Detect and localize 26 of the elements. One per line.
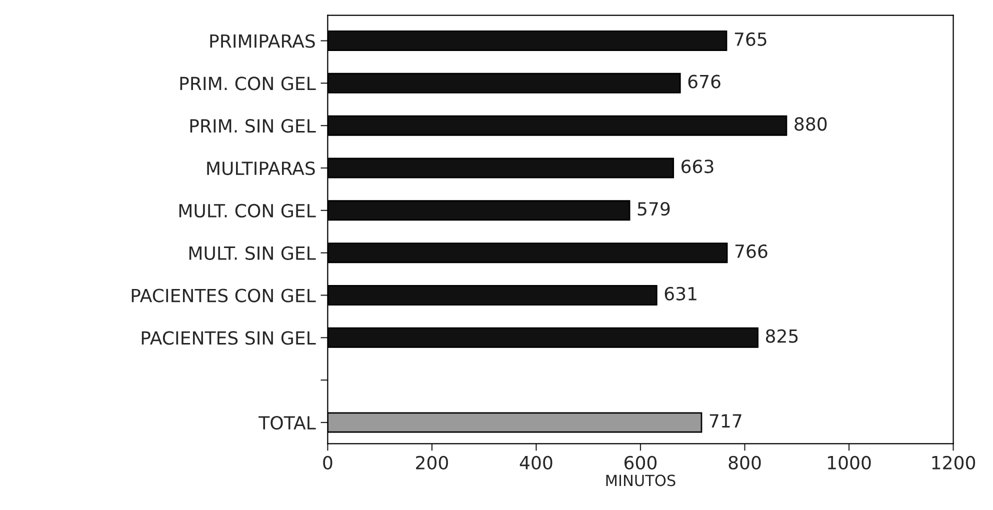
data-label: 663 (682, 160, 714, 174)
y-tick-label: PACIENTES SIN GEL (142, 331, 316, 345)
x-tick-label: 1000 (828, 456, 871, 470)
y-tick-label: MULT. SIN GEL (189, 246, 316, 260)
y-tick-label: PRIM. SIN GEL (190, 119, 316, 133)
y-tick-label: TOTAL (258, 416, 316, 430)
data-label: 579 (638, 202, 670, 216)
y-tick-label: MULTIPARAS (207, 161, 315, 176)
y-tick-label: MULT. CON GEL (179, 204, 316, 218)
data-label: 717 (710, 414, 742, 428)
data-label: 880 (794, 117, 827, 131)
x-tick-label: 0 (323, 456, 332, 470)
y-tick-label: PRIMIPARAS (210, 34, 315, 48)
x-axis-title: MINUTOS (606, 474, 676, 486)
x-tick-label: 400 (520, 456, 552, 470)
x-tick-label: 200 (416, 456, 448, 470)
y-tick-label: PACIENTES CON GEL (132, 288, 316, 302)
data-label: 676 (688, 74, 720, 88)
x-tick-label: 800 (728, 456, 761, 470)
data-label: 766 (735, 244, 768, 258)
data-label: 631 (664, 286, 696, 300)
x-tick-label: 600 (624, 456, 657, 470)
data-label: 825 (766, 329, 798, 343)
x-tick-label: 1200 (932, 456, 976, 470)
data-label: 765 (734, 32, 766, 46)
y-tick-label: PRIM. CON GEL (180, 76, 316, 90)
